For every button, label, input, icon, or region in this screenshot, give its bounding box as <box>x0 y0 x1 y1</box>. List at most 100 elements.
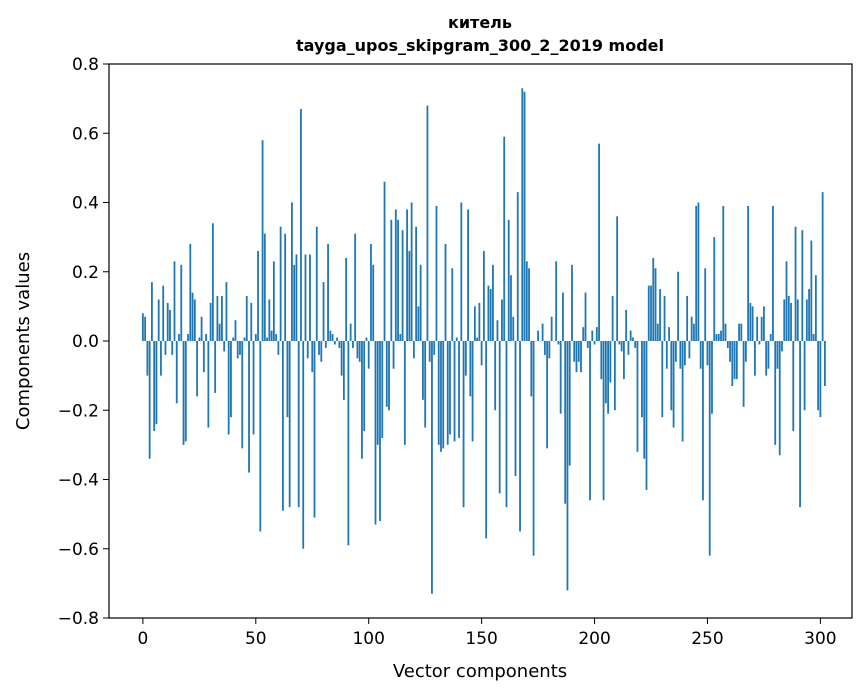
bar-34 <box>218 323 221 341</box>
bar-115 <box>401 230 404 341</box>
bar-145 <box>469 341 472 397</box>
bar-180 <box>548 341 551 359</box>
bar-119 <box>410 202 413 341</box>
bar-74 <box>309 254 311 341</box>
bar-86 <box>336 337 338 341</box>
bar-173 <box>532 341 535 556</box>
bar-172 <box>530 341 533 397</box>
bar-251 <box>708 341 711 556</box>
bar-257 <box>722 205 725 341</box>
bar-57 <box>270 330 273 341</box>
bar-243 <box>690 316 693 341</box>
bar-54 <box>263 233 266 341</box>
bar-71 <box>302 341 305 549</box>
x-tick-label: 300 <box>804 629 836 649</box>
bar-103 <box>374 341 377 525</box>
bar-167 <box>519 341 521 532</box>
bar-41 <box>234 320 237 341</box>
y-tick-label: 0.8 <box>72 55 99 75</box>
bar-50 <box>254 334 257 341</box>
bar-184 <box>557 341 560 345</box>
bar-289 <box>794 226 797 341</box>
bar-151 <box>482 250 485 341</box>
bar-255 <box>717 334 720 341</box>
bar-28 <box>205 334 208 341</box>
bar-271 <box>753 341 756 376</box>
bar-247 <box>699 341 702 369</box>
bar-98 <box>363 341 366 432</box>
bar-2 <box>146 341 149 376</box>
bar-252 <box>711 341 713 414</box>
bar-13 <box>171 341 174 355</box>
bar-297 <box>812 334 815 341</box>
bar-23 <box>193 299 196 341</box>
bar-146 <box>471 341 474 442</box>
bar-265 <box>740 323 743 341</box>
bar-123 <box>419 264 422 341</box>
bar-278 <box>769 334 772 341</box>
bar-226 <box>652 257 655 341</box>
bar-75 <box>311 341 314 373</box>
bar-197 <box>586 341 589 348</box>
bar-280 <box>774 341 777 445</box>
bar-101 <box>370 244 372 341</box>
bar-231 <box>663 295 666 341</box>
bar-214 <box>625 309 628 341</box>
chart-subtitle: tayga_upos_skipgram_300_2_2019 model <box>296 36 664 55</box>
bar-80 <box>322 282 325 341</box>
bar-158 <box>498 341 501 494</box>
bar-195 <box>582 327 585 341</box>
chart-title: китель <box>448 13 512 32</box>
bar-46 <box>245 295 248 341</box>
bar-205 <box>604 341 607 404</box>
x-tick-label: 150 <box>465 629 497 649</box>
bar-47 <box>248 341 250 473</box>
bar-185 <box>559 341 562 414</box>
bar-275 <box>763 306 765 341</box>
bar-48 <box>250 302 253 341</box>
bar-157 <box>496 320 499 341</box>
bar-99 <box>365 337 368 341</box>
bar-204 <box>602 341 605 501</box>
bar-11 <box>166 302 169 341</box>
bar-273 <box>758 341 761 345</box>
bar-110 <box>390 219 393 341</box>
bar-268 <box>747 205 750 341</box>
bar-92 <box>349 323 352 341</box>
bar-107 <box>383 181 386 341</box>
bar-153 <box>487 285 490 341</box>
bar-267 <box>744 341 747 362</box>
y-tick-label: 0.4 <box>72 194 99 214</box>
bar-227 <box>654 268 657 341</box>
bar-143 <box>464 341 467 376</box>
bar-203 <box>600 341 603 380</box>
bar-113 <box>397 219 399 341</box>
bar-293 <box>803 341 806 411</box>
bar-248 <box>702 341 704 501</box>
bar-217 <box>632 337 634 341</box>
bar-0 <box>141 313 144 341</box>
bar-125 <box>424 341 427 428</box>
bar-287 <box>790 302 792 341</box>
bar-160 <box>503 136 506 341</box>
bar-222 <box>643 341 646 459</box>
bar-33 <box>216 295 219 341</box>
bar-286 <box>787 295 790 341</box>
bar-208 <box>611 295 614 341</box>
bar-51 <box>257 250 259 341</box>
bar-187 <box>564 341 567 504</box>
bar-44 <box>241 341 244 449</box>
bar-191 <box>573 341 576 362</box>
bar-137 <box>451 268 454 341</box>
bar-90 <box>345 257 348 341</box>
bar-118 <box>408 250 411 341</box>
bar-141 <box>460 202 463 341</box>
bar-129 <box>433 341 436 355</box>
bar-62 <box>281 341 284 511</box>
bar-168 <box>521 88 524 341</box>
bar-263 <box>735 341 738 380</box>
bar-3 <box>148 341 151 459</box>
bar-258 <box>724 323 727 341</box>
bar-229 <box>659 289 661 341</box>
bar-296 <box>810 240 813 341</box>
